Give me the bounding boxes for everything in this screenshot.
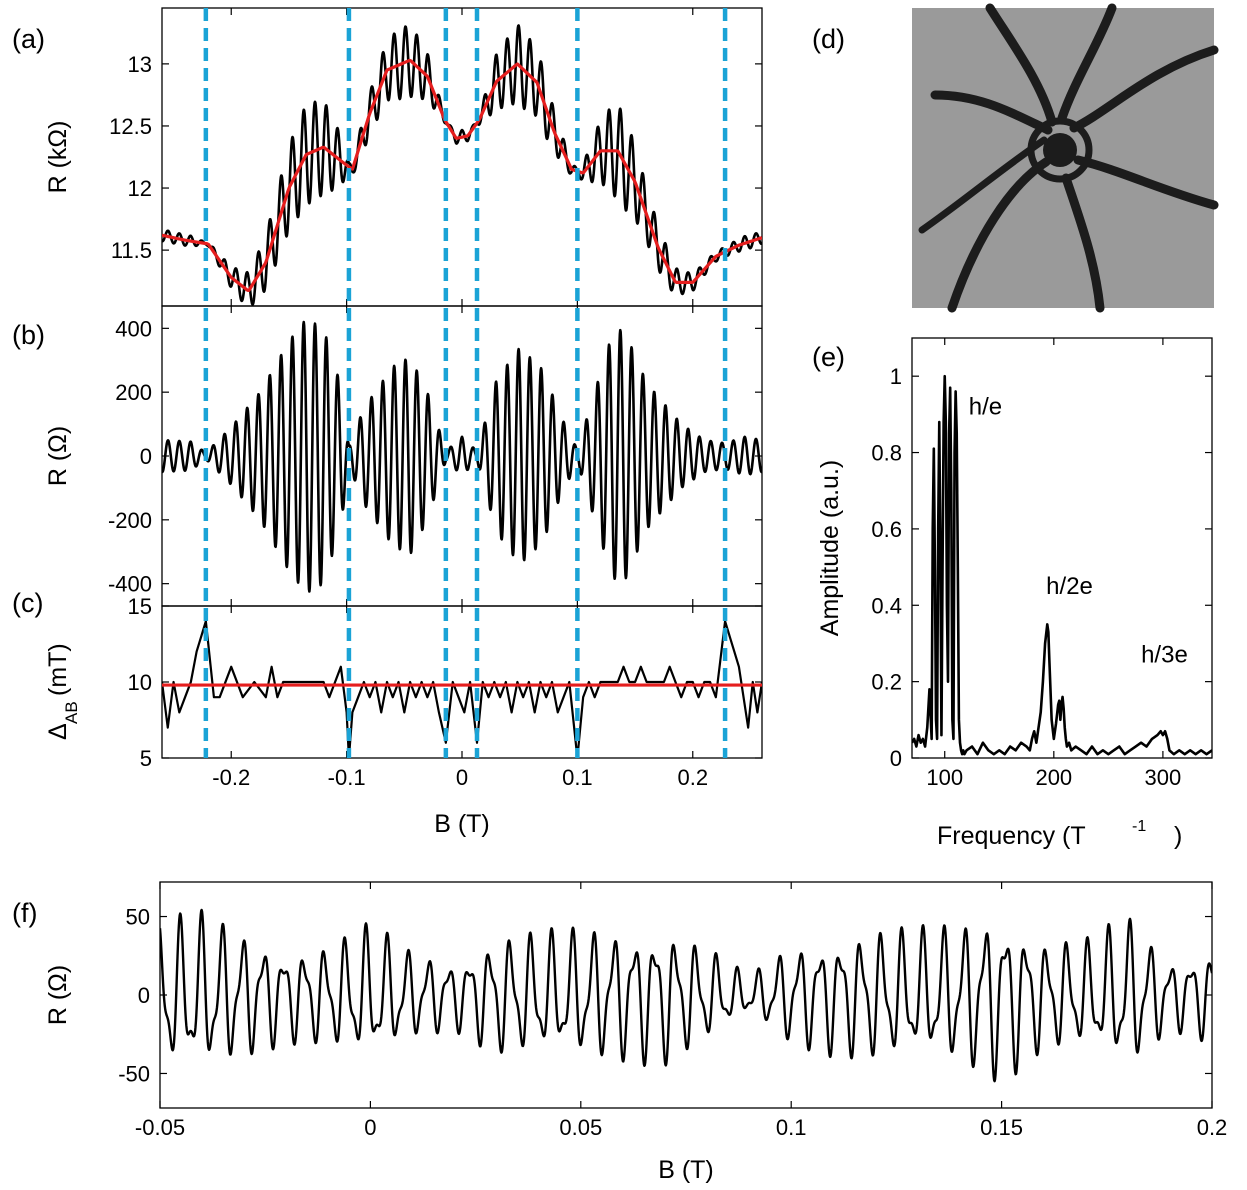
period-spacing-line (162, 620, 762, 758)
y-tick-label: 5 (140, 746, 152, 771)
y-tick-label: 0.2 (871, 670, 902, 695)
y-tick-label: 0.8 (871, 441, 902, 466)
panel-e-xlabel-end: ) (1174, 822, 1182, 850)
y-tick-label: -50 (118, 1061, 150, 1086)
y-tick-label: 15 (128, 594, 152, 619)
peak-label-h-e: h/e (969, 393, 1002, 420)
panel-c-xlabel: B (T) (434, 810, 490, 838)
x-tick-label: 0 (456, 765, 468, 790)
x-tick-label: 0 (364, 1115, 376, 1140)
x-tick-label: 0.2 (677, 765, 708, 790)
plot-frame (161, 605, 763, 759)
panel-label-c: (c) (12, 588, 43, 618)
x-tick-label: -0.05 (135, 1115, 185, 1140)
raw-resistance-trace (162, 24, 762, 306)
panel-c-ylabel: Δ AB (mT) (44, 643, 81, 740)
peak-label-h-2e: h/2e (1046, 573, 1093, 600)
panel-b-ylabel: R (Ω) (44, 426, 72, 486)
y-tick-label: 0.4 (871, 593, 902, 618)
panel-f-xlabel: B (T) (658, 1156, 714, 1184)
x-tick-label: 0.05 (559, 1115, 602, 1140)
panel-c-ylabel-sub: AB (62, 701, 81, 724)
y-tick-label: 0 (140, 444, 152, 469)
x-tick-label: 100 (926, 765, 963, 790)
panel-f-ylabel: R (Ω) (44, 965, 72, 1025)
fft-amplitude-line (912, 374, 1212, 756)
y-tick-label: 50 (126, 905, 150, 930)
panel-label-e: (e) (812, 342, 845, 372)
panel-b-oscillation-chart: -400 -200 0 200 400 (108, 305, 763, 607)
panel-a-ylabel: R (kΩ) (44, 121, 72, 194)
plot-frame (161, 7, 763, 307)
panel-e-xlabel-sup: -1 (1132, 818, 1146, 835)
y-tick-label: 0.6 (871, 517, 902, 542)
y-tick-label: 0 (890, 746, 902, 771)
x-tick-label: 0.1 (776, 1115, 807, 1140)
peak-label-h-3e: h/3e (1141, 642, 1188, 669)
x-tick-label: 200 (1035, 765, 1072, 790)
y-tick-label: 0 (138, 983, 150, 1008)
y-tick-label: 12 (128, 176, 152, 201)
plot-frame (911, 337, 1213, 759)
x-tick-label: 0.2 (1197, 1115, 1228, 1140)
panel-label-a: (a) (12, 24, 45, 54)
micrograph-center-disk (1043, 133, 1077, 167)
panel-label-f: (f) (12, 898, 37, 928)
y-tick-label: 13 (128, 52, 152, 77)
panel-c-period-chart: -0.2 -0.1 0 0.1 0.2 5 10 15 (128, 594, 763, 790)
panel-e-xlabel: Frequency (T -1 ) (937, 818, 1182, 850)
plot-frame (161, 305, 763, 607)
panel-f-zoom-chart: -0.05 0 0.05 0.1 0.15 0.2 -50 0 50 (118, 881, 1228, 1140)
panel-e-ylabel: Amplitude (a.u.) (816, 460, 844, 636)
y-tick-label: 400 (115, 316, 152, 341)
x-tick-label: -0.1 (328, 765, 366, 790)
panel-label-d: (d) (812, 24, 845, 54)
x-tick-label: 300 (1145, 765, 1182, 790)
dashed-marker-lines (203, 8, 728, 758)
y-tick-label: 12.5 (109, 114, 152, 139)
micrograph-outer-ring (1027, 117, 1093, 183)
zoom-oscillation-trace (160, 908, 1212, 1083)
panel-e-fft-chart: 100 200 300 0 0.2 0.4 0.6 0.8 1 (871, 337, 1213, 790)
y-tick-label: 11.5 (111, 238, 152, 263)
panel-label-b: (b) (12, 320, 45, 350)
panel-e-xlabel-main: Frequency (T (937, 822, 1086, 850)
x-tick-label: 0.1 (562, 765, 593, 790)
plot-frame (159, 881, 1213, 1109)
smoothed-background-line (162, 58, 762, 292)
y-tick-label: -400 (108, 572, 152, 597)
y-tick-label: -200 (108, 508, 152, 533)
panel-c-ylabel-unit: (mT) (44, 643, 72, 696)
y-tick-label: 200 (115, 380, 152, 405)
x-tick-label: -0.2 (212, 765, 250, 790)
panel-a-resistance-chart: 11.5 12 12.5 13 (109, 7, 763, 307)
y-tick-label: 1 (890, 364, 902, 389)
panel-c-ylabel-delta: Δ (44, 723, 72, 740)
sem-micrograph-image (912, 3, 1219, 313)
x-tick-label: 0.15 (980, 1115, 1023, 1140)
oscillation-trace (162, 320, 762, 593)
y-tick-label: 10 (128, 670, 152, 695)
